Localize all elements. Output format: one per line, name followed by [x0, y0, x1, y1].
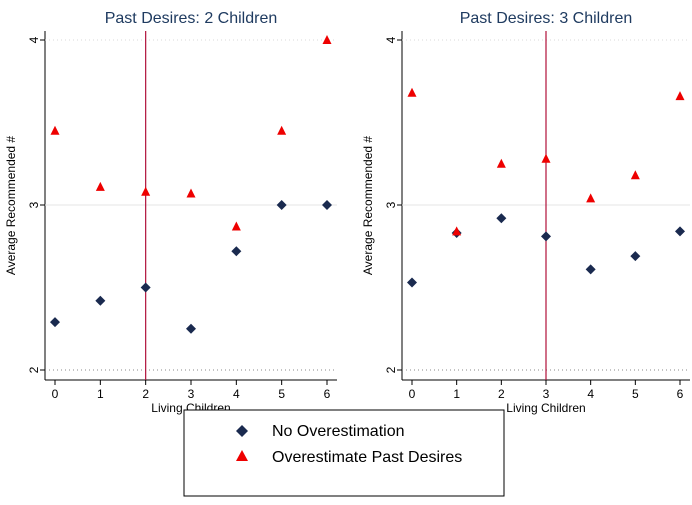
point-no-overestimation [95, 295, 106, 306]
point-no-overestimation [585, 264, 596, 275]
panel-2: Past Desires: 3 Children 2 3 4 0 1 2 3 4 5 6 Living… [361, 10, 690, 415]
x-tick-label: 5 [632, 387, 639, 401]
y-tick-label: 4 [384, 36, 398, 43]
y-axis-label: Average Recommended # [361, 136, 375, 276]
x-tick-label: 5 [278, 387, 285, 401]
point-no-overestimation [675, 226, 685, 237]
point-no-overestimation [541, 231, 551, 242]
x-tick-label: 6 [324, 387, 331, 401]
y-tick-label: 3 [27, 201, 41, 208]
legend-diamond-marker [236, 425, 248, 437]
chart-title: Past Desires: 3 Children [460, 10, 633, 27]
legend-label-overestimate-past-desires: Overestimate Past Desires [272, 449, 462, 466]
point-no-overestimation [140, 282, 151, 293]
point-overestimate-past-desires [95, 181, 105, 191]
legend-label-no-overestimation: No Overestimation [272, 423, 405, 440]
x-tick-label: 0 [52, 387, 59, 401]
point-no-overestimation [322, 200, 332, 210]
point-overestimate-past-desires [277, 125, 287, 135]
point-overestimate-past-desires [586, 193, 596, 203]
x-tick-label: 4 [233, 387, 240, 401]
legend-item-overestimate-past-desires: Overestimate Past Desires [236, 449, 462, 466]
x-tick-label: 3 [543, 387, 550, 401]
point-overestimate-past-desires [322, 35, 332, 44]
point-overestimate-past-desires [496, 158, 506, 168]
point-no-overestimation [50, 317, 60, 328]
point-no-overestimation [630, 251, 641, 262]
legend-triangle-marker [236, 450, 248, 461]
point-no-overestimation [407, 277, 417, 288]
point-overestimate-past-desires [407, 87, 417, 97]
point-no-overestimation [186, 323, 196, 334]
point-overestimate-past-desires [141, 186, 151, 196]
x-tick-label: 2 [498, 387, 505, 401]
x-tick-label: 6 [677, 387, 684, 401]
y-tick-label: 3 [384, 201, 398, 208]
x-tick-label: 1 [97, 387, 104, 401]
y-tick-label: 2 [27, 366, 41, 373]
point-overestimate-past-desires [50, 125, 60, 135]
point-overestimate-past-desires [186, 188, 196, 198]
y-tick-label: 4 [27, 36, 41, 43]
point-overestimate-past-desires [541, 153, 551, 163]
point-no-overestimation [276, 200, 287, 210]
panels: Past Desires: 2 Children 2 3 4 0 1 2 3 4 5 6 Living… [4, 10, 690, 415]
point-no-overestimation [231, 246, 242, 257]
x-tick-label: 2 [142, 387, 149, 401]
point-overestimate-past-desires [231, 221, 241, 231]
legend: No Overestimation Overestimate Past Desi… [183, 409, 505, 497]
legend-item-no-overestimation: No Overestimation [236, 423, 405, 440]
point-no-overestimation [496, 213, 507, 224]
x-tick-label: 1 [453, 387, 460, 401]
point-overestimate-past-desires [452, 226, 462, 236]
y-axis-label: Average Recommended # [4, 136, 18, 276]
chart-title: Past Desires: 2 Children [105, 10, 278, 27]
legend-box [183, 409, 505, 497]
point-overestimate-past-desires [675, 91, 685, 101]
x-tick-label: 4 [587, 387, 594, 401]
point-overestimate-past-desires [630, 170, 640, 180]
x-tick-label: 0 [409, 387, 416, 401]
y-tick-label: 2 [384, 366, 398, 373]
x-tick-label: 3 [188, 387, 195, 401]
x-axis-label: Living Children [506, 401, 585, 415]
